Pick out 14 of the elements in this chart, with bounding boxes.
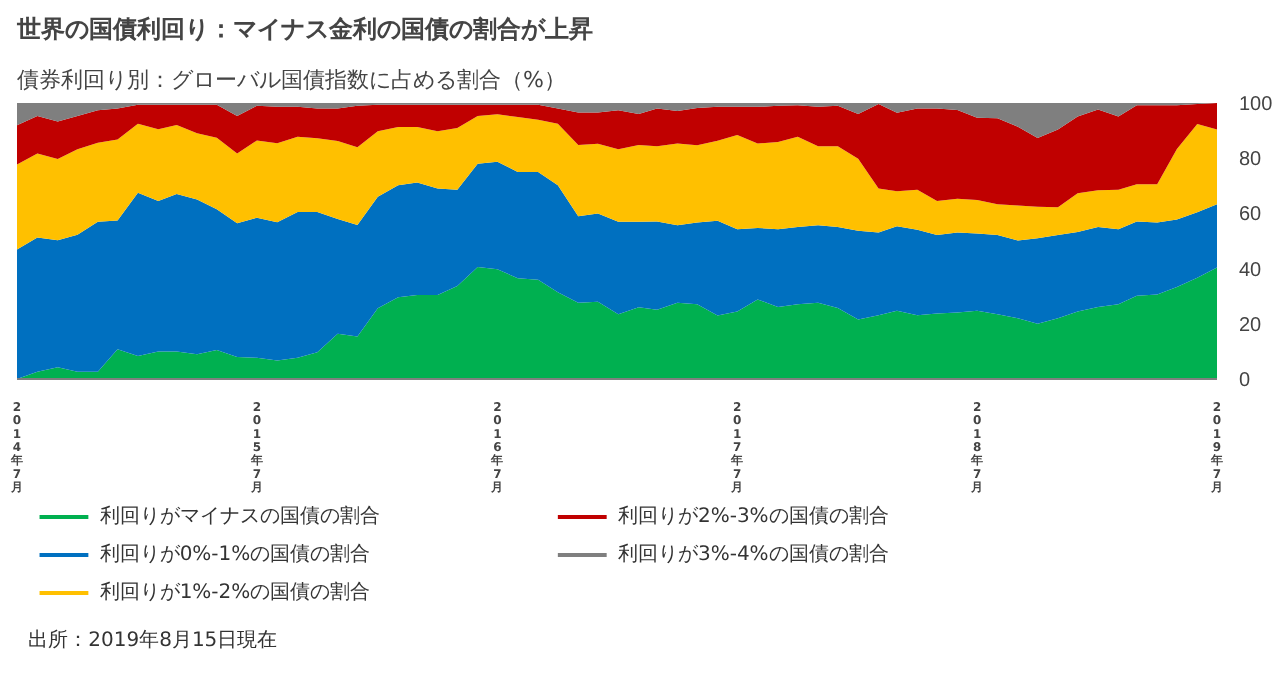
- y-tick-label: 100: [1239, 94, 1274, 116]
- y-tick-label: 0: [1239, 370, 1251, 392]
- y-tick-label: 20: [1239, 314, 1263, 337]
- y-tick-label: 80: [1239, 149, 1263, 172]
- y-tick-label: 60: [1239, 204, 1263, 227]
- legend-label: 利回りが2%-3%の国債の割合: [617, 504, 889, 528]
- chart-title: 世界の国債利回り：マイナス金利の国債の割合が上昇: [15, 15, 593, 43]
- chart-subtitle: 債券利回り別：グローバル国債指数に占める割合（%）: [17, 67, 566, 93]
- legend-label: 利回りがマイナスの国債の割合: [99, 504, 380, 528]
- legend-label: 利回りが3%-4%の国債の割合: [617, 542, 889, 566]
- legend-label: 利回りが0%-1%の国債の割合: [99, 542, 371, 566]
- y-tick-label: 40: [1239, 259, 1263, 282]
- text: 出所：2019年8月15日現在: [28, 628, 278, 652]
- legend-label: 利回りが1%-2%の国債の割合: [99, 580, 371, 604]
